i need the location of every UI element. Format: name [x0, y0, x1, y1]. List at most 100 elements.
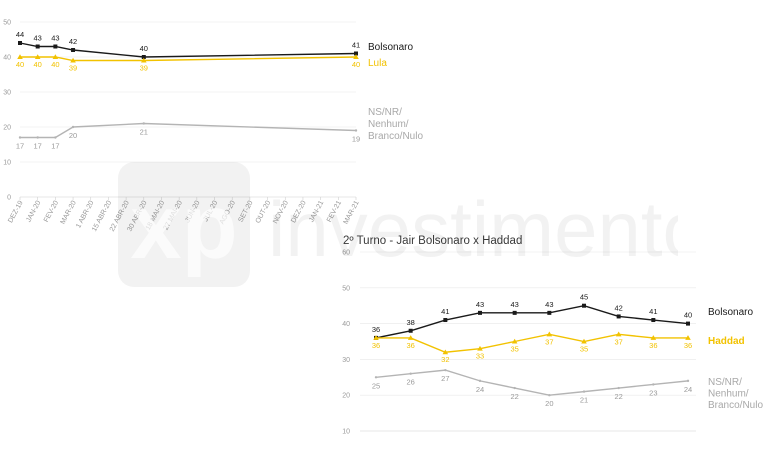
data-label: 39: [69, 64, 77, 73]
data-point: [615, 331, 622, 337]
data-point: [616, 314, 621, 319]
x-tick-label: FEV-20: [43, 200, 60, 224]
data-point: [353, 54, 359, 59]
data-point: [686, 321, 690, 326]
data-label: 41: [352, 41, 360, 50]
data-label: 22: [510, 392, 518, 401]
y-tick-label: 60: [342, 250, 350, 257]
y-tick-label: 30: [3, 90, 11, 97]
series-line: [20, 56, 357, 62]
y-tick-label: 40: [3, 55, 11, 62]
data-label: 36: [372, 341, 380, 350]
data-label: 36: [406, 341, 414, 350]
x-tick-label: DEZ-19: [7, 200, 25, 225]
data-label: 40: [140, 44, 148, 53]
data-label: 24: [476, 385, 484, 394]
data-point: [17, 54, 23, 59]
data-point: [582, 303, 586, 308]
chart-2: 2º Turno - Jair Bolsonaro x Haddad 10 20 3…: [342, 235, 763, 436]
series-line: [375, 304, 689, 339]
x-tick-label: SET-20: [238, 200, 255, 224]
data-point: [52, 54, 59, 59]
data-point: [512, 310, 517, 315]
data-label: 42: [614, 303, 622, 312]
data-label: 40: [352, 60, 360, 69]
data-label: 43: [510, 300, 518, 309]
y-tick-label: 50: [342, 285, 350, 292]
x-tick-label: JAN-21: [308, 200, 325, 224]
data-point: [513, 386, 516, 390]
legend-entry: Bolsonaro: [368, 42, 413, 53]
data-label: 40: [34, 60, 42, 69]
y-tick-label: 0: [7, 195, 11, 202]
data-label: 17: [34, 142, 42, 151]
data-label: 20: [545, 399, 553, 408]
data-point: [34, 54, 41, 59]
data-point: [70, 57, 76, 63]
data-label: 40: [51, 60, 59, 69]
data-label: 40: [684, 311, 692, 320]
data-point: [651, 318, 656, 323]
data-label: 41: [649, 307, 657, 316]
legend-entry-line: Nenhum/: [708, 389, 749, 400]
data-point: [18, 136, 22, 139]
y-tick-label: 20: [342, 393, 350, 400]
x-tick-label: 27 MAI-20: [163, 200, 184, 232]
data-point: [407, 335, 414, 340]
data-point: [18, 41, 22, 45]
data-label: 41: [441, 307, 449, 316]
data-label: 37: [614, 337, 622, 346]
data-point: [617, 386, 620, 390]
data-label: 17: [16, 142, 24, 151]
legend-entry-line: Branco/Nulo: [368, 131, 423, 142]
legend-entry: Lula: [368, 58, 387, 69]
data-point: [582, 390, 586, 393]
series-line: [19, 42, 357, 58]
data-label: 26: [406, 378, 414, 387]
data-label: 35: [510, 345, 518, 354]
data-point: [442, 349, 449, 355]
data-label: 24: [684, 385, 692, 394]
data-label: 42: [69, 37, 77, 46]
legend-entry: Haddad: [708, 336, 745, 347]
data-point: [54, 136, 57, 139]
data-label: 37: [545, 337, 553, 346]
legend-entry-line: Nenhum/: [368, 119, 409, 130]
data-label: 43: [34, 34, 42, 43]
series-line: [20, 122, 357, 139]
data-point: [685, 335, 691, 340]
legend-entry: Bolsonaro: [708, 307, 753, 318]
data-point: [548, 394, 551, 397]
x-tick-label: JAN-20: [25, 200, 42, 224]
data-point: [408, 328, 413, 333]
data-point: [374, 376, 378, 379]
data-label: 36: [684, 341, 692, 350]
x-tick-label: OUT-20: [255, 200, 273, 225]
data-label: 21: [140, 128, 148, 137]
data-point: [142, 122, 145, 125]
data-label: 36: [372, 325, 380, 334]
data-point: [547, 310, 552, 315]
data-label: 36: [649, 341, 657, 350]
data-label: 38: [406, 318, 414, 327]
data-label: 20: [69, 131, 77, 140]
x-tick-label: NOV-20: [272, 200, 290, 225]
data-label: 27: [441, 374, 449, 383]
data-point: [581, 338, 587, 344]
data-label: 35: [580, 345, 588, 354]
data-point: [652, 383, 655, 386]
data-label: 40: [16, 60, 24, 69]
data-point: [354, 51, 358, 56]
legend-entry-line: NS/NR/: [708, 377, 742, 388]
data-point: [373, 335, 379, 340]
data-label: 39: [140, 64, 148, 73]
legend-entry: NS/NR/Nenhum/Branco/Nulo: [368, 107, 423, 142]
x-tick-label: MAR-21: [343, 200, 361, 226]
x-tick-label: MAR-20: [60, 200, 78, 226]
data-point: [478, 379, 482, 383]
x-tick-label: JUN-20: [184, 200, 201, 224]
y-tick-label: 30: [342, 357, 350, 364]
y-tick-label: 40: [342, 321, 350, 328]
data-label: 43: [476, 300, 484, 309]
